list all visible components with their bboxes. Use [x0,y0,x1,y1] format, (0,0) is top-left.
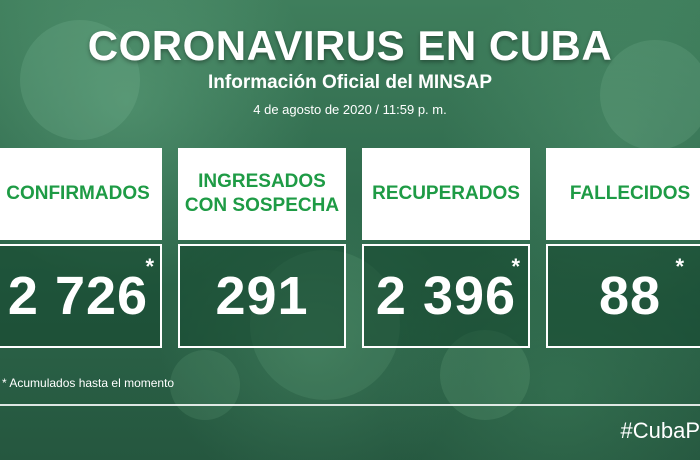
stat-value-box: 291 [178,244,346,348]
virus-particle [170,350,240,420]
stat-label-line: CON SOSPECHA [184,195,340,216]
stat-label: INGRESADOS CON SOSPECHA [178,148,346,240]
virus-particle [600,40,700,150]
hashtag: #CubaP [620,418,700,443]
stat-label-line: RECUPERADOS [372,183,520,204]
stat-label-line: INGRESADOS [198,171,326,192]
stat-card-recuperados: RECUPERADOS 2 396 * [362,148,530,348]
stat-value-box: 2 726 * [0,244,162,348]
divider [0,404,700,406]
stat-value-box: 2 396 * [362,244,530,348]
stat-label-line: CONFIRMADOS [6,183,150,204]
virus-particle [20,20,140,140]
asterisk-mark: * [511,254,520,279]
stat-value: 291 [215,266,309,326]
asterisk-mark: * [145,254,154,279]
stat-label-line: FALLECIDOS [569,183,691,204]
report-date: 4 de agosto de 2020 / 11:59 p. m. [253,102,447,117]
stat-value: 2 396 [375,266,517,326]
stat-card-ingresados: INGRESADOS CON SOSPECHA 291 [178,148,346,348]
stat-card-fallecidos: FALLECIDOS 88 * [546,148,700,348]
stat-card-confirmados: CONFIRMADOS 2 726 * [0,148,162,348]
stat-value: 2 726 [7,266,149,326]
stat-value-box: 88 * [546,244,700,348]
stat-label: RECUPERADOS [362,148,530,240]
asterisk-mark: * [675,254,684,279]
stat-label: CONFIRMADOS [0,148,162,240]
footnote: * Acumulados hasta el momento [2,376,175,390]
page-title: CORONAVIRUS EN CUBA [87,22,613,69]
stat-value: 88 [598,266,662,326]
page-subtitle: Información Oficial del MINSAP [208,72,492,93]
stat-label: FALLECIDOS [546,148,700,240]
